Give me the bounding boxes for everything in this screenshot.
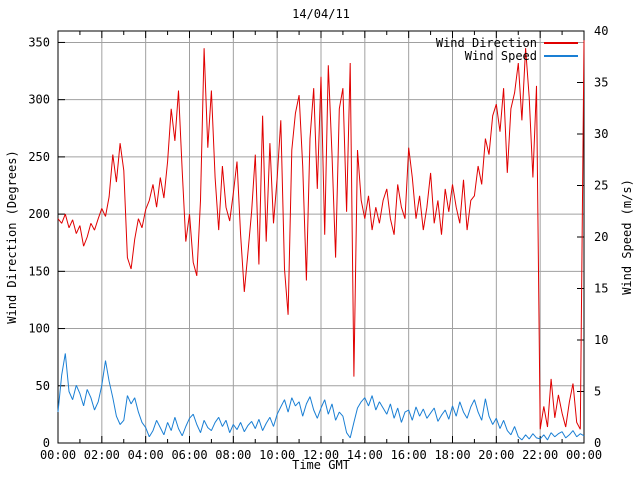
legend-label-wind-direction: Wind Direction bbox=[435, 35, 537, 50]
x-tick-label: 12:00 bbox=[303, 448, 339, 462]
chart-title: 14/04/11 bbox=[292, 7, 350, 21]
series-line-wind-speed bbox=[57, 353, 585, 441]
y-tick-label-left: 150 bbox=[28, 264, 50, 278]
x-tick-label: 10:00 bbox=[259, 448, 295, 462]
legend-item-wind-speed: Wind Speed bbox=[436, 48, 578, 63]
y-tick-label-left: 250 bbox=[28, 150, 50, 164]
x-tick-label: 06:00 bbox=[171, 448, 207, 462]
x-tick-label: 20:00 bbox=[478, 448, 514, 462]
right-axis-title: Wind Speed (m/s) bbox=[620, 179, 634, 295]
y-tick-label-left: 200 bbox=[28, 207, 50, 221]
y-tick-label-left: 50 bbox=[36, 379, 50, 393]
legend-item-wind-direction: Wind Direction bbox=[435, 35, 578, 50]
x-axis-title: Time GMT bbox=[292, 458, 350, 472]
x-tick-label: 04:00 bbox=[128, 448, 164, 462]
x-tick-label: 18:00 bbox=[434, 448, 470, 462]
y-tick-label-right: 35 bbox=[594, 76, 608, 90]
legend: Wind Direction Wind Speed bbox=[435, 35, 578, 63]
x-tick-label: 14:00 bbox=[347, 448, 383, 462]
y-tick-label-left: 300 bbox=[28, 93, 50, 107]
x-tick-label: 02:00 bbox=[84, 448, 120, 462]
y-tick-label-right: 0 bbox=[594, 436, 601, 450]
y-tick-label-right: 40 bbox=[594, 24, 608, 38]
wind-speed-line-swatch bbox=[544, 54, 578, 57]
y-tick-label-right: 5 bbox=[594, 385, 601, 399]
x-tick-label: 00:00 bbox=[40, 448, 76, 462]
y-tick-label-right: 10 bbox=[594, 333, 608, 347]
x-tick-label: 08:00 bbox=[215, 448, 251, 462]
y-tick-label-left: 350 bbox=[28, 35, 50, 49]
left-axis-title: Wind Direction (Degrees) bbox=[5, 150, 19, 324]
y-tick-label-left: 100 bbox=[28, 322, 50, 336]
x-tick-label: 22:00 bbox=[522, 448, 558, 462]
y-tick-label-right: 15 bbox=[594, 282, 608, 296]
x-tick-label: 00:00 bbox=[566, 448, 602, 462]
y-tick-label-right: 20 bbox=[594, 230, 608, 244]
legend-label-wind-speed: Wind Speed bbox=[464, 48, 537, 63]
y-tick-label-right: 25 bbox=[594, 179, 608, 193]
y-tick-label-left: 0 bbox=[43, 436, 50, 450]
x-tick-label: 16:00 bbox=[391, 448, 427, 462]
y-tick-label-right: 30 bbox=[594, 127, 608, 141]
series-line-wind-direction bbox=[57, 40, 585, 430]
wind-direction-line-swatch bbox=[544, 41, 578, 44]
